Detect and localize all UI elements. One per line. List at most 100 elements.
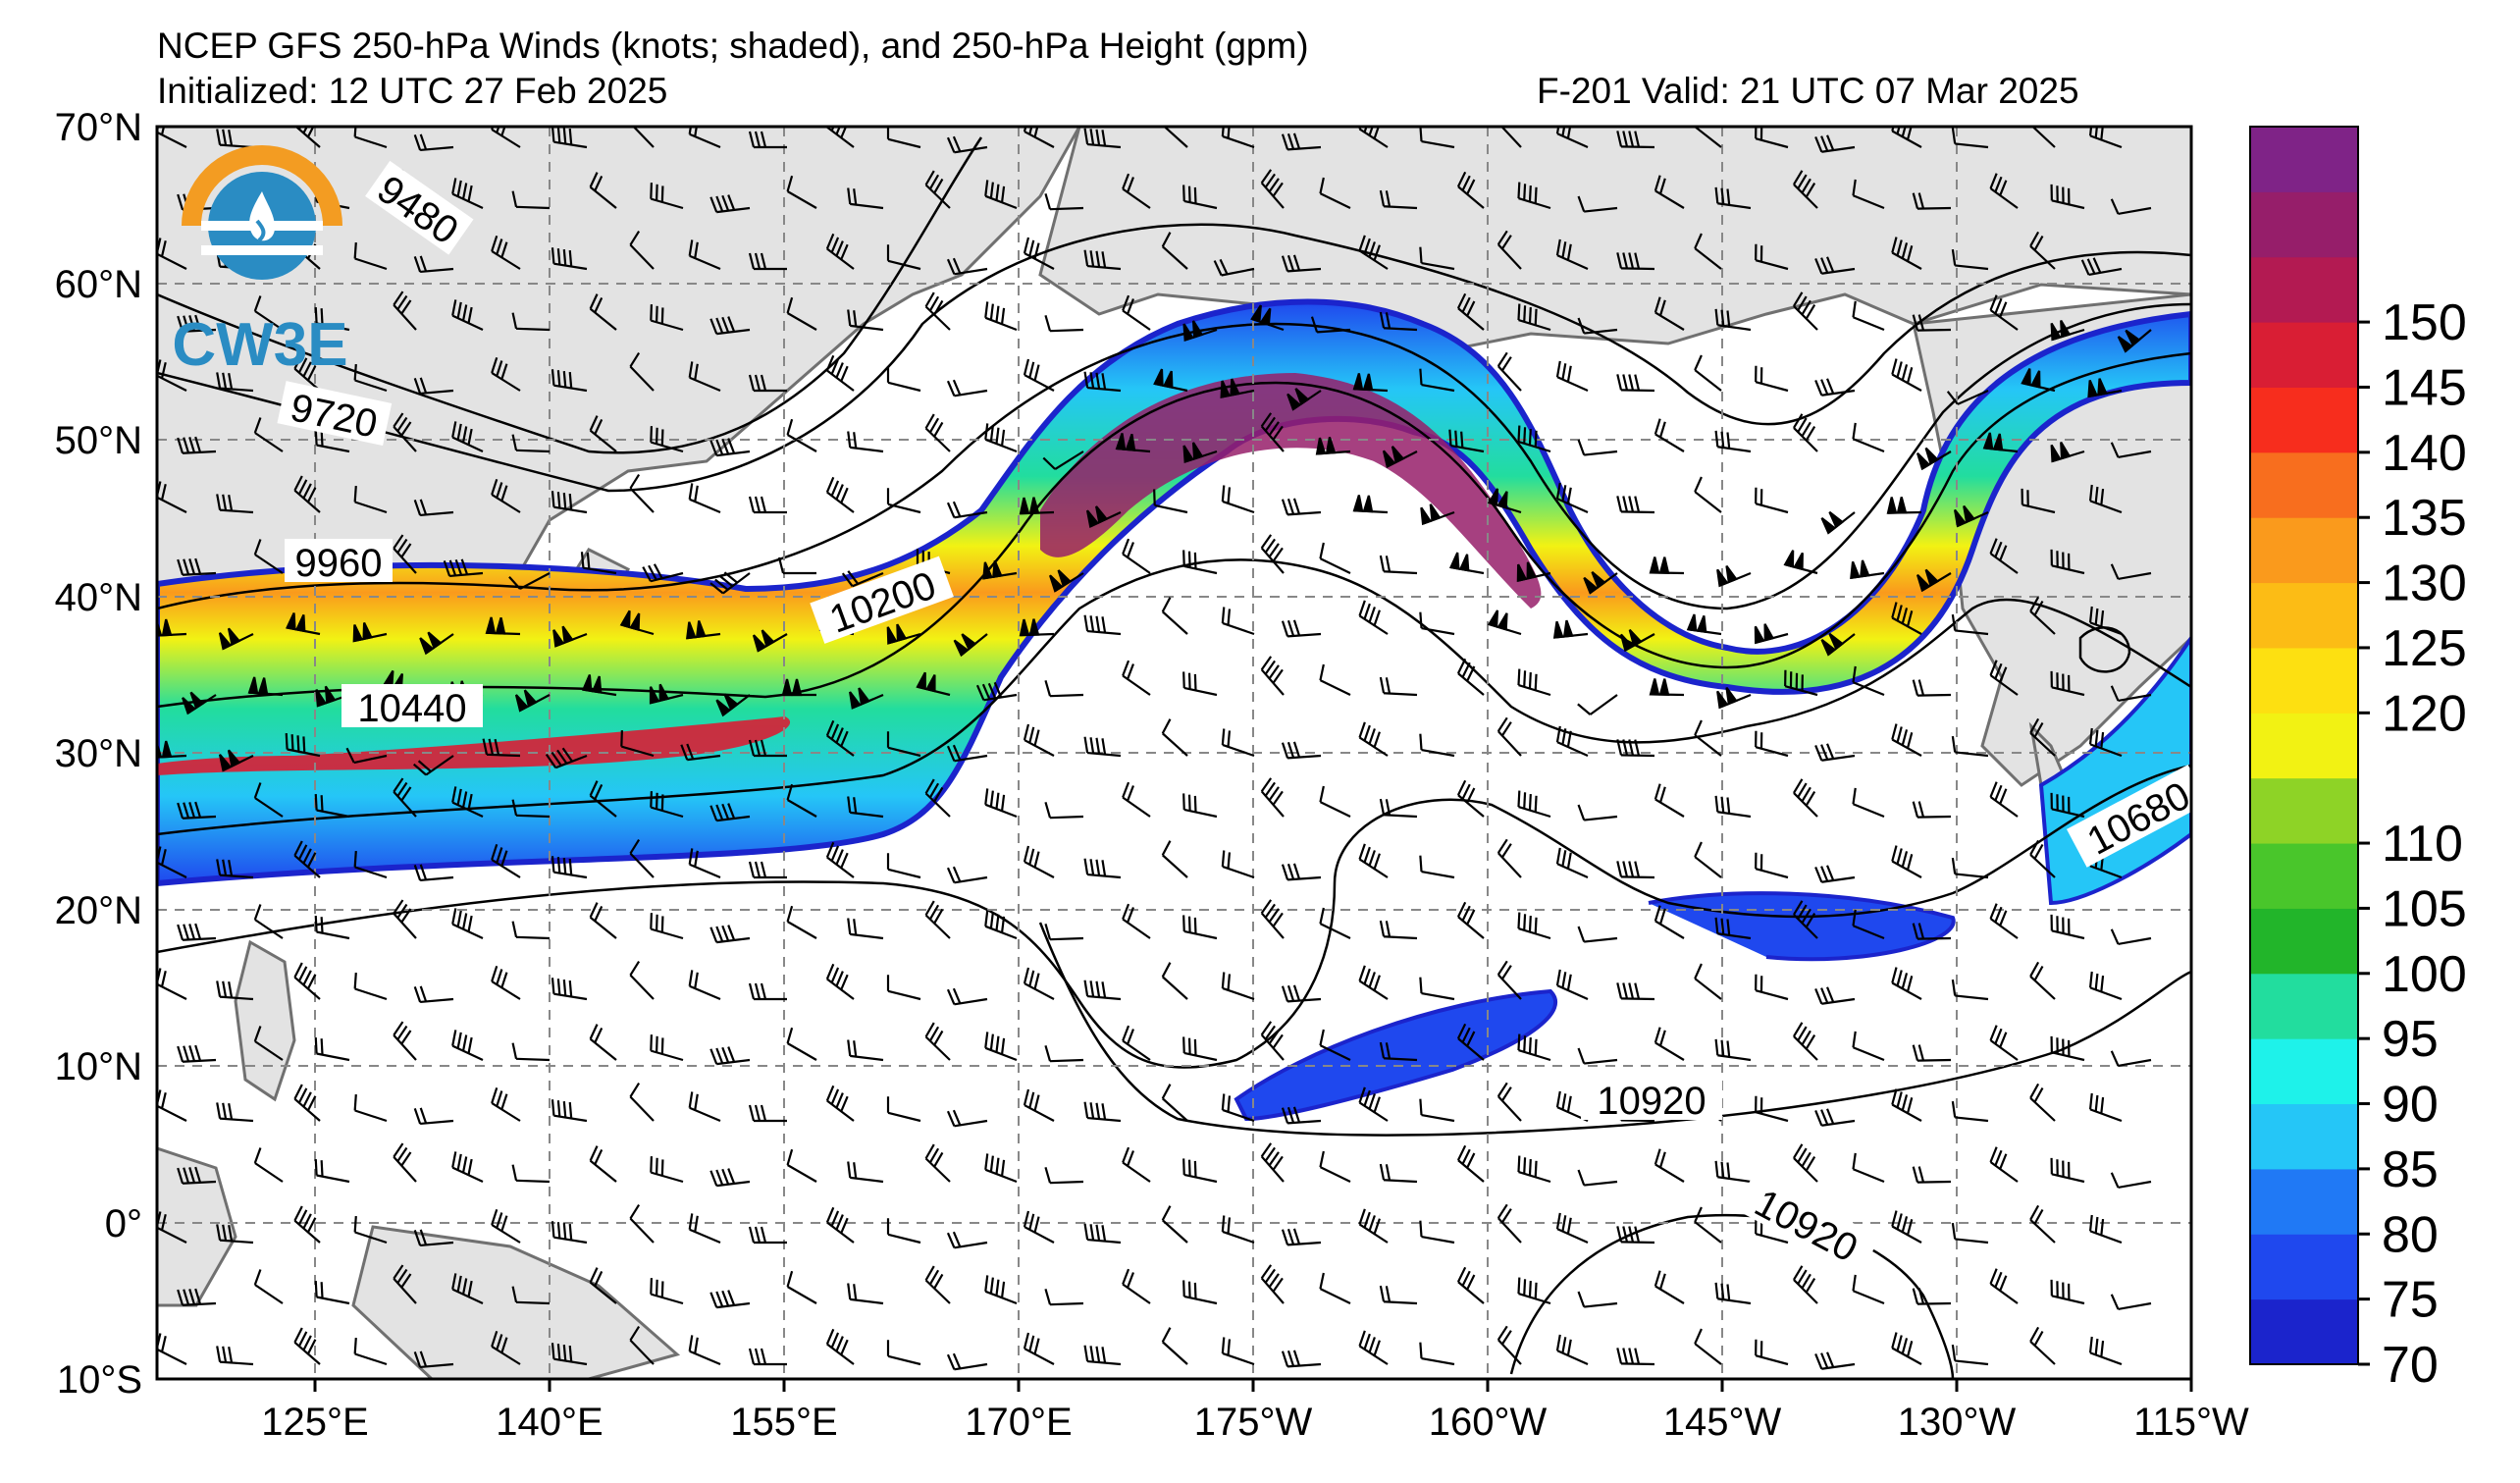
wind-barb bbox=[1221, 1093, 1255, 1123]
colorbar-tick-label: 125 bbox=[2382, 620, 2467, 677]
wind-barb bbox=[1912, 314, 1952, 332]
wind-barb bbox=[247, 676, 284, 697]
wind-barb bbox=[1019, 618, 1055, 637]
water-drop-sun-logo-icon bbox=[182, 145, 342, 280]
wind-barb bbox=[1182, 442, 1218, 463]
wind-barb bbox=[1083, 249, 1122, 271]
wind-barb bbox=[413, 1351, 454, 1369]
wind-barb bbox=[1221, 728, 1255, 758]
wind-barb bbox=[1951, 1222, 1989, 1245]
wind-barb bbox=[1161, 962, 1188, 1000]
wind-barb bbox=[216, 980, 254, 1001]
wind-barb bbox=[1616, 496, 1655, 514]
wind-barb bbox=[1281, 741, 1322, 760]
wind-barb bbox=[1083, 614, 1122, 636]
lon-label-130W: 130°W bbox=[1898, 1401, 2017, 1444]
wind-barb bbox=[650, 1278, 684, 1305]
colorbar-segment bbox=[2250, 256, 2358, 323]
wind-barb bbox=[551, 1221, 588, 1245]
wind-barb bbox=[1496, 838, 1522, 878]
wind-barb bbox=[946, 1109, 988, 1128]
wind-barb bbox=[413, 1229, 454, 1247]
wind-barb bbox=[2050, 184, 2085, 210]
wind-barb bbox=[786, 1027, 817, 1061]
wind-barb bbox=[177, 1044, 217, 1063]
wind-barb bbox=[1260, 534, 1285, 574]
colorbar-segment bbox=[2250, 451, 2358, 518]
wind-barb bbox=[924, 1265, 951, 1304]
lat-label-10N: 10°N bbox=[55, 1045, 142, 1088]
wind-barb bbox=[748, 982, 787, 1001]
wind-barb bbox=[1049, 569, 1084, 593]
wind-barb bbox=[786, 1270, 817, 1304]
wind-barb bbox=[1319, 1150, 1351, 1183]
wind-barb bbox=[984, 910, 1018, 940]
wind-barb bbox=[2029, 127, 2056, 148]
wind-barb bbox=[2088, 484, 2123, 514]
wind-barb bbox=[1379, 1163, 1418, 1184]
wind-barb bbox=[293, 353, 321, 392]
wind-barb bbox=[1083, 980, 1122, 1001]
wind-barb bbox=[1694, 1328, 1722, 1365]
wind-barb bbox=[1517, 668, 1551, 697]
wind-barb bbox=[1044, 924, 1084, 941]
wind-barb bbox=[1496, 1325, 1522, 1365]
wind-barb bbox=[1379, 189, 1418, 210]
contour-10200 bbox=[157, 351, 2191, 709]
wind-barb bbox=[491, 843, 521, 878]
chart-title: NCEP GFS 250-hPa Winds (knots; shaded), … bbox=[157, 26, 1309, 66]
wind-barb bbox=[314, 1036, 350, 1062]
wind-barb bbox=[1755, 243, 1789, 271]
wind-barb bbox=[650, 183, 684, 210]
jet-core-max bbox=[1040, 373, 1542, 609]
colorbar-tick-label: 135 bbox=[2382, 490, 2467, 547]
wind-barb bbox=[786, 296, 817, 331]
wind-barb bbox=[680, 743, 721, 762]
wind-barb bbox=[182, 691, 217, 715]
wind-barb bbox=[2110, 928, 2152, 945]
wind-barb bbox=[589, 902, 617, 939]
wind-barb bbox=[2110, 1172, 2152, 1189]
wind-barb bbox=[847, 187, 884, 210]
colorbar-segment bbox=[2250, 973, 2358, 1039]
wind-barb bbox=[1555, 238, 1589, 271]
wind-barb bbox=[1083, 1223, 1122, 1245]
wind-barb bbox=[1260, 899, 1285, 939]
wind-barb bbox=[253, 1269, 284, 1304]
wind-barb bbox=[650, 913, 684, 940]
wind-barb bbox=[1044, 193, 1084, 211]
wind-barb bbox=[1379, 676, 1418, 697]
wind-barb bbox=[886, 623, 921, 645]
wind-barb bbox=[1654, 1027, 1685, 1061]
wind-barb bbox=[777, 556, 816, 575]
wind-barb bbox=[984, 423, 1018, 453]
colorbar-segment bbox=[2250, 191, 2358, 258]
wind-barb bbox=[1496, 351, 1522, 392]
wind-barb bbox=[491, 1086, 521, 1122]
wind-barb bbox=[580, 552, 617, 575]
wind-barb bbox=[886, 975, 921, 1001]
wind-barb bbox=[1755, 1095, 1789, 1123]
wind-barb bbox=[1161, 718, 1188, 757]
wind-barb bbox=[345, 747, 388, 765]
wind-barb bbox=[353, 850, 388, 879]
wind-barb bbox=[2110, 1050, 2152, 1067]
wind-barb bbox=[688, 970, 721, 1001]
wind-barb bbox=[511, 312, 551, 332]
wind-barb bbox=[825, 1328, 855, 1365]
wind-barb bbox=[177, 314, 217, 333]
wind-barb bbox=[786, 905, 817, 939]
colorbar-tick-label: 80 bbox=[2382, 1206, 2439, 1263]
wind-barb bbox=[1221, 1337, 1255, 1366]
wind-barb bbox=[1577, 195, 1618, 213]
wind-barb bbox=[649, 683, 684, 705]
wind-barb bbox=[1989, 1268, 2019, 1304]
wind-barb bbox=[451, 1273, 484, 1304]
wind-barb bbox=[688, 1213, 721, 1245]
wind-barb bbox=[1694, 719, 1722, 757]
wind-barb bbox=[946, 866, 988, 884]
wind-barb bbox=[1694, 476, 1722, 513]
wind-barb bbox=[216, 1102, 254, 1123]
wind-barb bbox=[748, 374, 787, 393]
wind-barb bbox=[1419, 855, 1455, 879]
